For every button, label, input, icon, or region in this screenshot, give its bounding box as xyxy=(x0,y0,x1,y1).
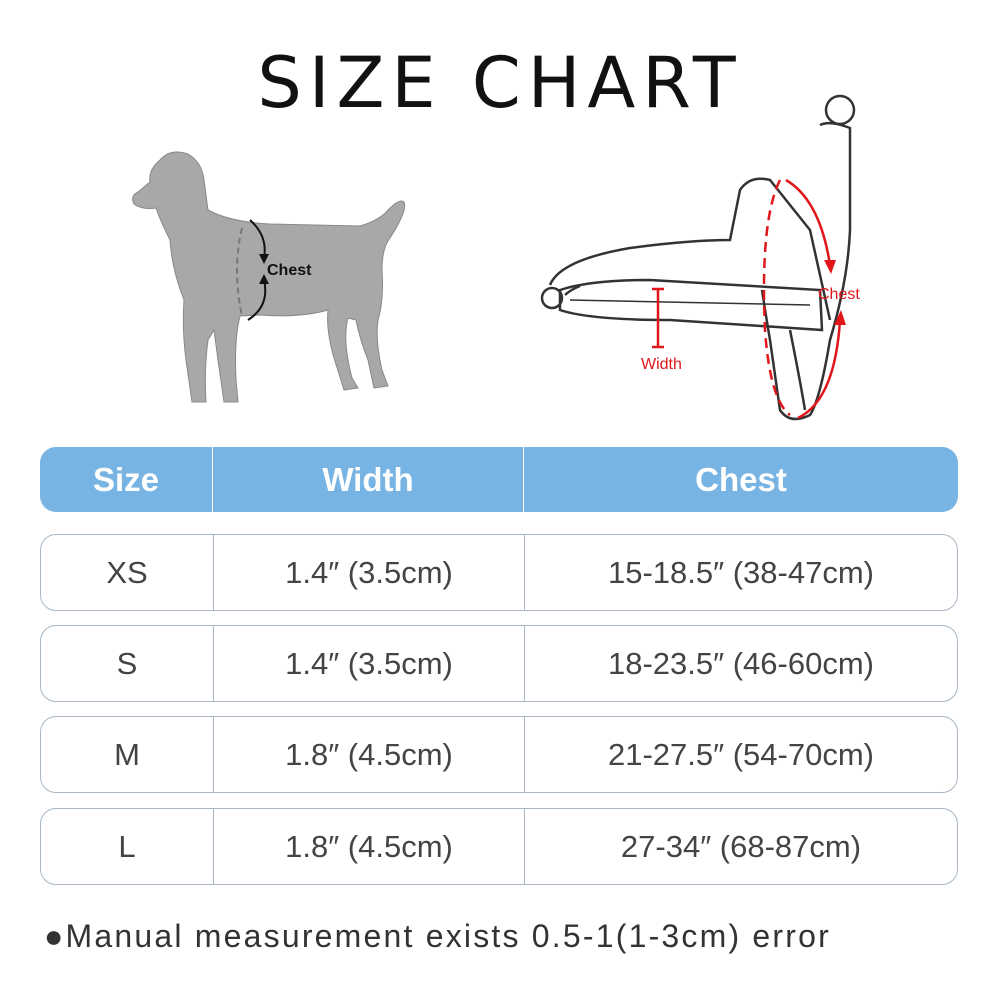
cell-width: 1.4″ (3.5cm) xyxy=(213,626,524,701)
chest-measure-arrow-top xyxy=(785,178,832,266)
table-header: Size Width Chest xyxy=(40,447,958,512)
harness-chest-label: Chest xyxy=(818,286,860,303)
chest-dashed-line xyxy=(236,227,243,317)
chest-arrow-bottom xyxy=(247,279,267,321)
table-row: L 1.8″ (4.5cm) 27-34″ (68-87cm) xyxy=(40,808,958,885)
harness-width-label: Width xyxy=(641,356,682,373)
cell-chest: 15-18.5″ (38-47cm) xyxy=(524,535,957,610)
cell-size: L xyxy=(118,828,136,864)
harness-illustration: Chest Width xyxy=(540,94,860,421)
cell-chest: 21-27.5″ (54-70cm) xyxy=(524,717,957,792)
measurement-note: ●Manual measurement exists 0.5-1(1-3cm) … xyxy=(44,918,831,954)
cell-chest: 27-34″ (68-87cm) xyxy=(524,809,957,884)
width-measure xyxy=(652,287,664,349)
chest-measure-arrow-bottom xyxy=(797,319,842,420)
page-title: SIZE CHART xyxy=(257,42,743,124)
header-width: Width xyxy=(212,447,523,512)
cell-size: XS xyxy=(106,554,148,590)
dog-illustration: Chest xyxy=(132,151,406,403)
header-chest: Chest xyxy=(523,447,958,512)
cell-chest: 18-23.5″ (46-60cm) xyxy=(524,626,957,701)
table-row: M 1.8″ (4.5cm) 21-27.5″ (54-70cm) xyxy=(40,716,958,793)
chest-measure-dashed xyxy=(762,179,791,416)
table-row: XS 1.4″ (3.5cm) 15-18.5″ (38-47cm) xyxy=(40,534,958,611)
dog-silhouette xyxy=(132,151,406,403)
cell-size: M xyxy=(114,736,140,772)
dog-chest-label: Chest xyxy=(267,262,312,279)
cell-width: 1.8″ (4.5cm) xyxy=(213,809,524,884)
table-row: S 1.4″ (3.5cm) 18-23.5″ (46-60cm) xyxy=(40,625,958,702)
cell-width: 1.4″ (3.5cm) xyxy=(213,535,524,610)
cell-size: S xyxy=(116,645,138,681)
header-size: Size xyxy=(92,460,160,498)
cell-width: 1.8″ (4.5cm) xyxy=(213,717,524,792)
